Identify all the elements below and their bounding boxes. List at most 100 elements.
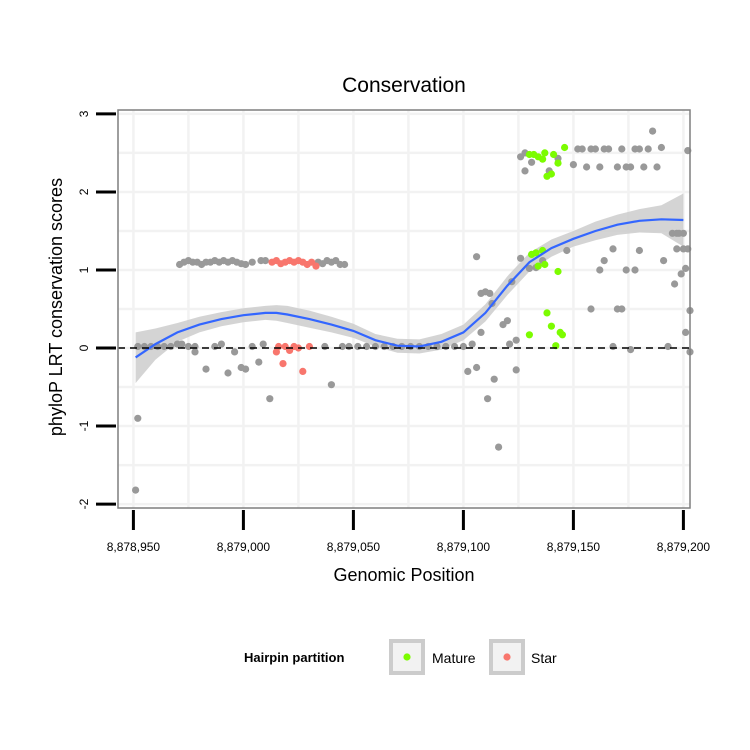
data-point-other bbox=[231, 348, 239, 356]
data-point-other bbox=[327, 381, 335, 389]
data-point-other bbox=[679, 229, 688, 237]
smooth-line-group bbox=[134, 218, 684, 359]
y-axis-title: phyloP LRT conservation scores bbox=[46, 178, 66, 436]
data-point-other bbox=[345, 342, 353, 351]
data-point-other bbox=[261, 257, 269, 265]
data-point-other bbox=[468, 340, 476, 348]
data-point-other bbox=[521, 167, 529, 175]
data-point-other bbox=[644, 145, 652, 153]
data-point-other bbox=[627, 346, 635, 354]
data-point-other bbox=[622, 266, 630, 274]
data-point-star bbox=[275, 342, 283, 351]
y-tick-label: 2 bbox=[77, 188, 91, 195]
data-point-other bbox=[682, 264, 690, 272]
x-tick-label: 8,879,100 bbox=[437, 540, 491, 554]
data-point-other bbox=[442, 342, 450, 351]
data-point-other bbox=[341, 260, 349, 269]
data-point-other bbox=[354, 342, 362, 351]
data-point-mature bbox=[554, 159, 562, 167]
data-point-other bbox=[464, 367, 472, 375]
data-point-other bbox=[609, 342, 617, 351]
x-tick-label: 8,879,050 bbox=[327, 540, 381, 554]
y-tick-label: -1 bbox=[77, 420, 91, 431]
data-point-star bbox=[312, 262, 320, 270]
data-point-other bbox=[191, 348, 199, 356]
data-point-other bbox=[506, 340, 514, 348]
data-point-mature bbox=[539, 155, 547, 163]
data-point-other bbox=[517, 254, 525, 262]
data-point-other bbox=[248, 258, 256, 266]
chart-title: Conservation bbox=[342, 74, 466, 97]
legend: Hairpin partition Mature Star bbox=[244, 639, 557, 675]
data-point-other bbox=[477, 328, 485, 336]
data-point-other bbox=[363, 342, 371, 351]
data-point-other bbox=[242, 260, 250, 269]
data-point-other bbox=[635, 145, 644, 153]
data-point-other bbox=[495, 443, 503, 451]
data-point-star bbox=[299, 367, 307, 375]
data-point-other bbox=[569, 161, 578, 169]
data-point-other bbox=[596, 266, 604, 274]
data-point-mature bbox=[554, 267, 562, 276]
data-point-other bbox=[528, 158, 536, 166]
x-tick-label: 8,879,000 bbox=[217, 540, 271, 554]
data-point-other bbox=[242, 365, 250, 373]
data-point-other bbox=[660, 257, 668, 265]
x-axis-title: Genomic Position bbox=[333, 565, 474, 585]
data-point-other bbox=[338, 342, 346, 351]
data-point-other bbox=[484, 395, 492, 403]
data-point-other bbox=[473, 363, 481, 372]
data-point-other bbox=[587, 305, 595, 313]
data-point-other bbox=[202, 365, 210, 373]
data-point-other bbox=[132, 486, 140, 494]
data-point-mature bbox=[534, 262, 542, 270]
data-point-other bbox=[673, 229, 681, 237]
data-point-other bbox=[248, 342, 256, 351]
data-point-star bbox=[305, 342, 313, 351]
x-tick-label: 8,879,150 bbox=[547, 540, 601, 554]
data-point-mature bbox=[561, 143, 569, 152]
data-point-other bbox=[600, 257, 608, 265]
data-point-other bbox=[613, 163, 622, 171]
data-point-other bbox=[635, 246, 644, 255]
legend-label-mature: Mature bbox=[432, 650, 476, 666]
data-point-other bbox=[631, 266, 639, 274]
data-point-other bbox=[451, 342, 459, 351]
data-point-other bbox=[583, 163, 591, 171]
data-point-other bbox=[618, 305, 626, 313]
data-point-mature bbox=[558, 331, 567, 339]
data-point-mature bbox=[532, 249, 540, 257]
data-point-other bbox=[167, 342, 175, 351]
data-point-other bbox=[664, 342, 672, 351]
data-point-other bbox=[486, 289, 494, 297]
data-point-other bbox=[563, 246, 571, 255]
data-point-other bbox=[259, 340, 267, 348]
data-point-other bbox=[224, 369, 232, 377]
data-point-other bbox=[371, 342, 379, 351]
data-point-other bbox=[649, 127, 657, 135]
data-point-other bbox=[266, 395, 274, 403]
data-point-other bbox=[673, 245, 681, 253]
data-point-other bbox=[671, 280, 679, 288]
data-point-other bbox=[657, 143, 666, 152]
data-point-other bbox=[512, 336, 520, 344]
data-point-other bbox=[596, 163, 604, 171]
data-point-other bbox=[591, 145, 600, 153]
data-point-other bbox=[627, 163, 635, 171]
data-point-other bbox=[178, 340, 186, 348]
data-point-other bbox=[217, 340, 225, 348]
smooth-fit-line bbox=[134, 218, 684, 359]
data-point-other bbox=[255, 358, 263, 366]
data-point-mature bbox=[525, 331, 534, 339]
data-point-other bbox=[609, 245, 617, 253]
data-point-other bbox=[473, 253, 481, 261]
legend-swatch-star bbox=[503, 653, 511, 661]
data-point-mature bbox=[547, 322, 556, 330]
legend-label-star: Star bbox=[531, 650, 557, 666]
data-point-other bbox=[134, 414, 142, 422]
data-point-other bbox=[459, 342, 467, 351]
data-point-other bbox=[640, 163, 648, 171]
data-point-mature bbox=[541, 149, 549, 157]
data-point-other bbox=[682, 328, 690, 336]
data-point-mature bbox=[547, 170, 556, 178]
